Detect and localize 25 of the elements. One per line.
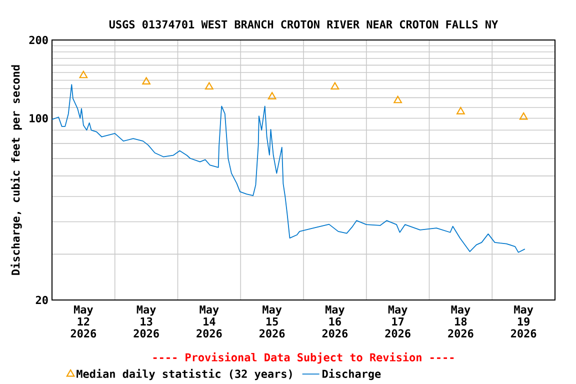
- text: ---- Provisional Data Subject to Revision ----: [153, 352, 454, 364]
- point: [519, 112, 528, 120]
- line-series: [52, 84, 526, 253]
- point: [205, 82, 214, 90]
- x-tick-label: May 16 2026: [322, 306, 348, 338]
- legend-label: Discharge: [322, 368, 381, 380]
- point: [456, 106, 465, 114]
- point: [142, 77, 150, 85]
- x-tick-label: May 12 2026: [70, 306, 96, 338]
- point: [79, 70, 88, 78]
- point: [394, 96, 402, 104]
- chart-title: USGS 01374701 WEST BRANCH CROTON RIVER NEAR CROTON FALLS NY: [109, 20, 498, 28]
- x-tick-label: May 17 2026: [385, 306, 410, 338]
- y-tick-label: 20: [36, 296, 48, 304]
- x-tick-label: May 14 2026: [196, 306, 222, 338]
- x-tick-label: May 19 2026: [510, 306, 536, 338]
- point: [268, 92, 276, 100]
- legend-label: Median daily statistic (32 years): [76, 368, 292, 380]
- y-tick-label: 100: [30, 114, 48, 122]
- x-tick-label: May 13 2026: [134, 306, 159, 338]
- y-axis-title: Discharge, cubic feet per second: [10, 65, 22, 275]
- y-tick-label: 200: [29, 36, 48, 44]
- point: [330, 82, 340, 90]
- x-tick-label: May 18 2026: [448, 306, 474, 338]
- x-tick-label: May 15 2026: [259, 306, 285, 338]
